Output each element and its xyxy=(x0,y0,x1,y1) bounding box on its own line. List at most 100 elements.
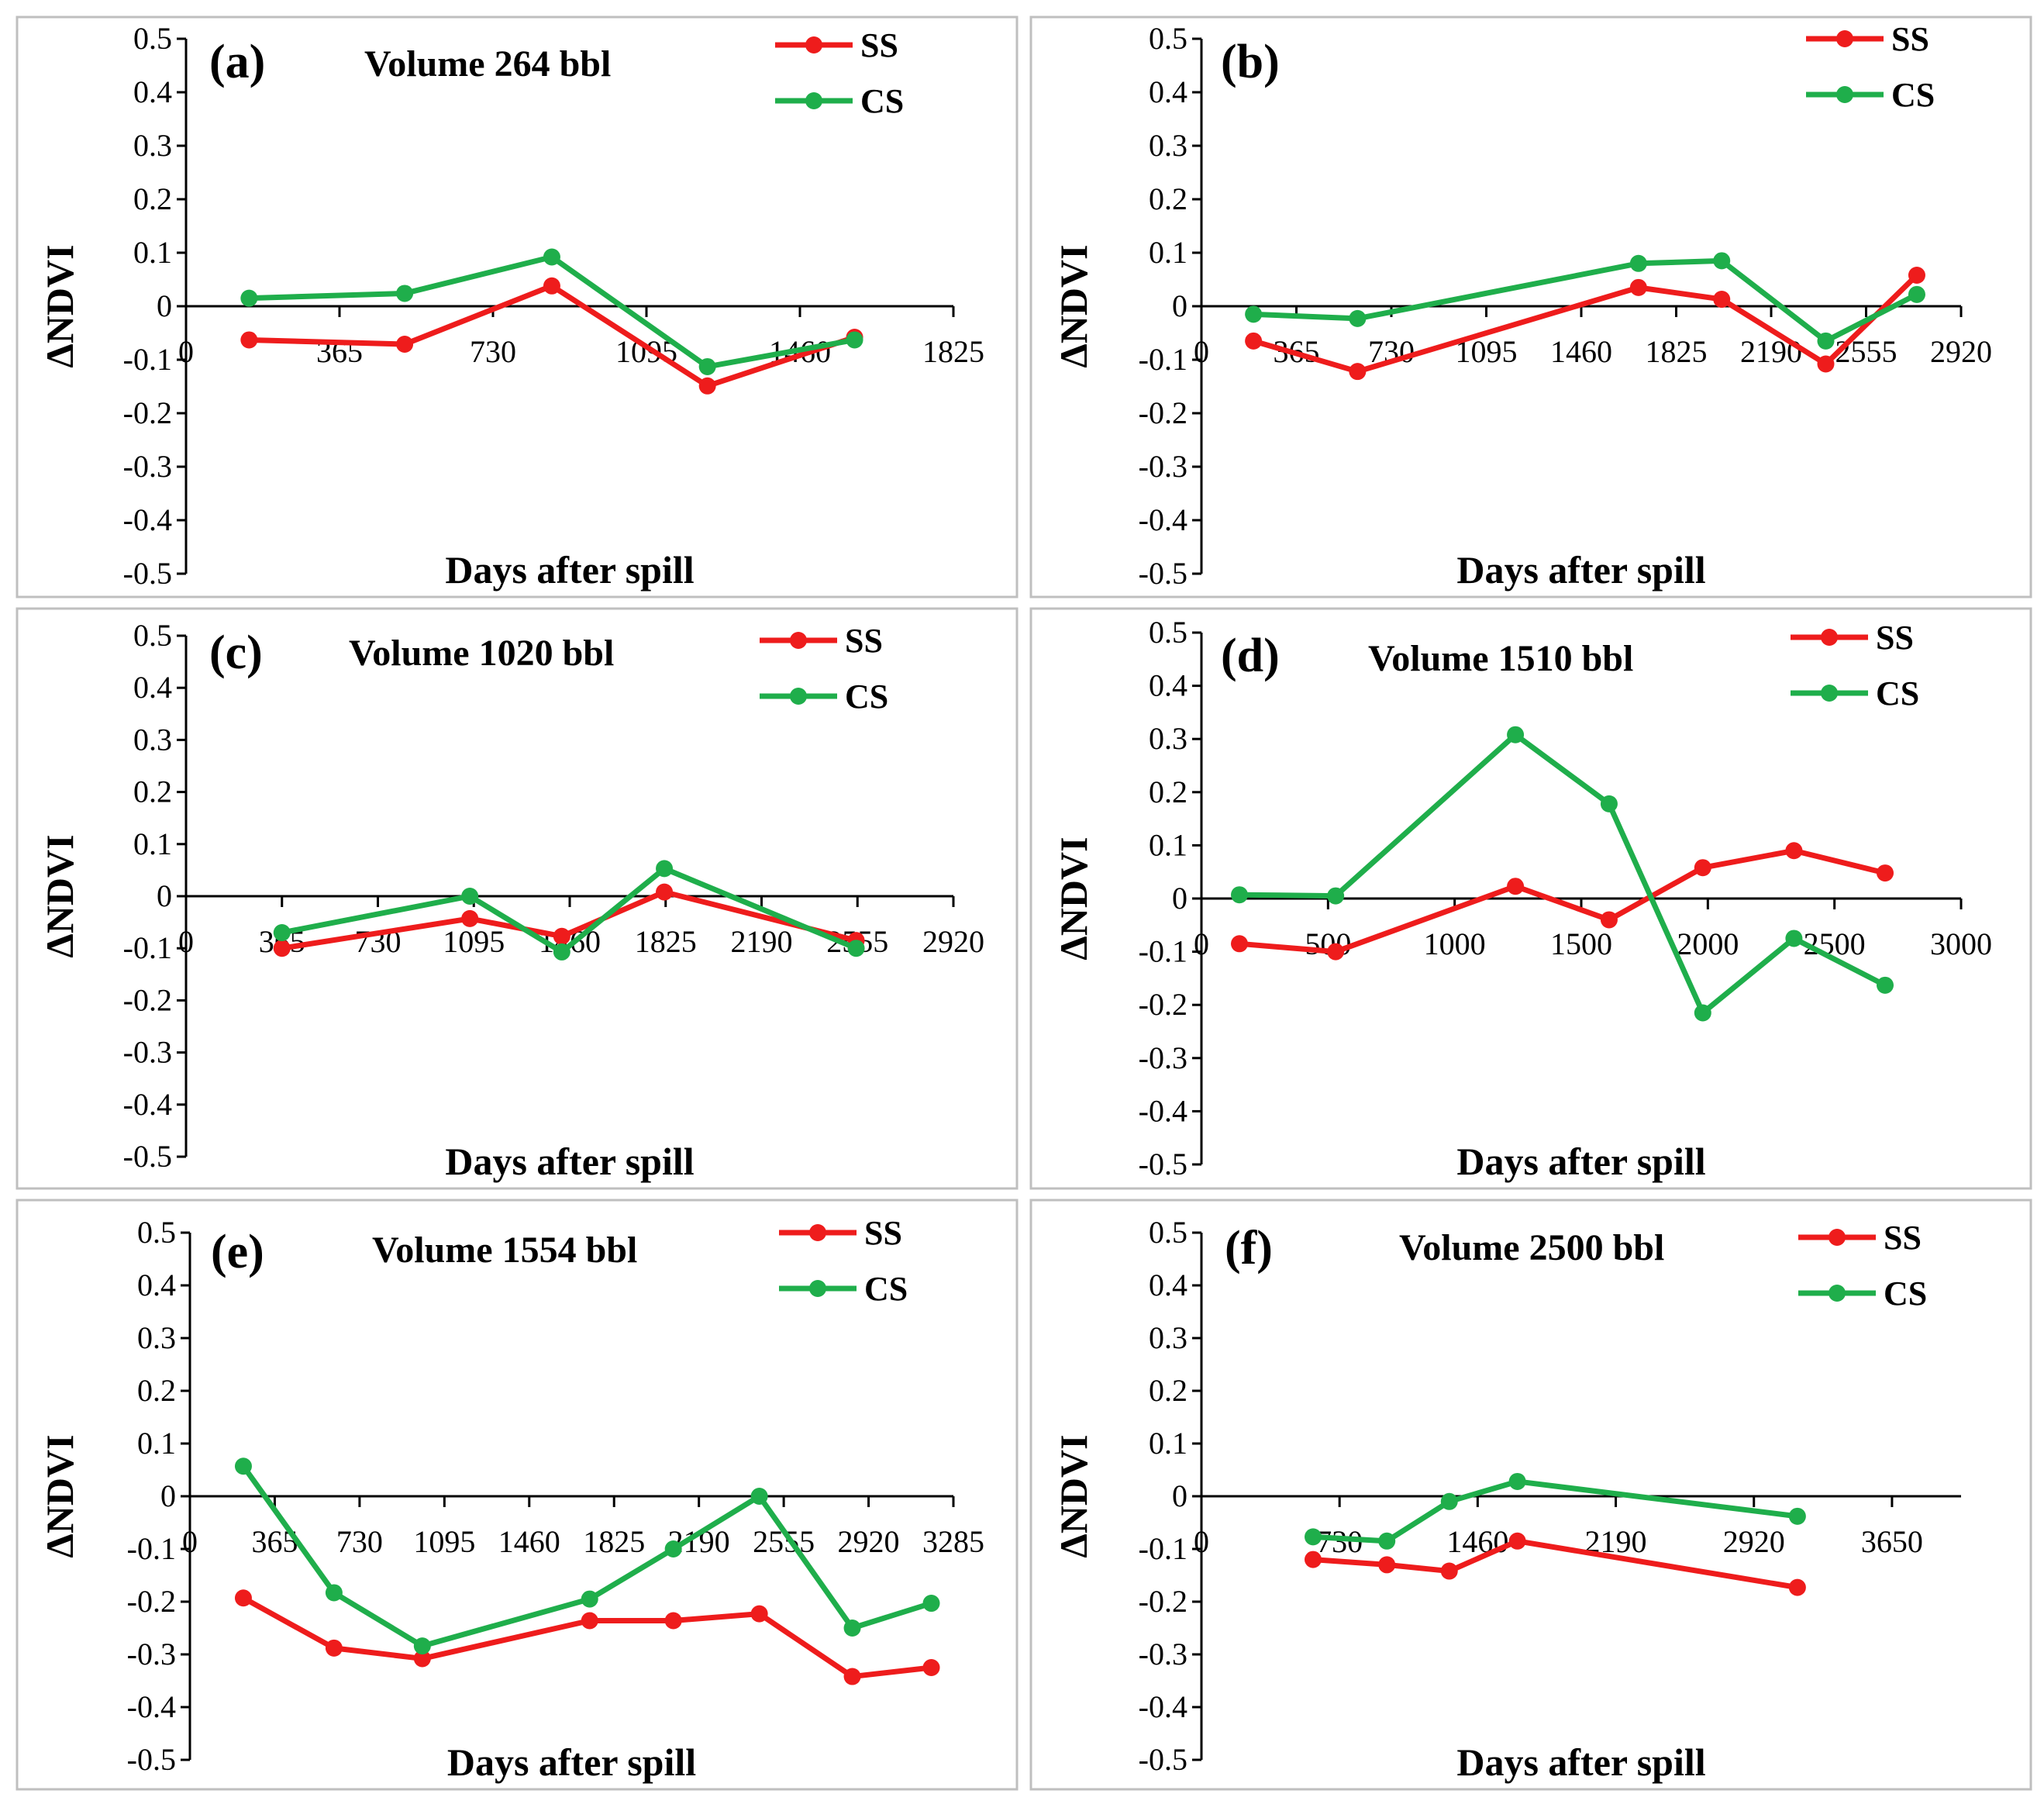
panel-f-y-tick-label: 0.4 xyxy=(1149,1268,1187,1302)
panel-b-series-ss-point xyxy=(1908,266,1925,284)
panel-c-y-tick-label: -0.2 xyxy=(123,982,172,1017)
panel-d-y-tick-label: 0 xyxy=(1172,881,1187,916)
panel-e-series-cs-point xyxy=(234,1457,252,1475)
panel-f-y-tick-label: 0.2 xyxy=(1149,1373,1187,1408)
panel-b-x-tick-label: 0 xyxy=(1194,334,1209,369)
panel-c-y-tick-label: 0.4 xyxy=(133,670,172,705)
panel-f-series-ss-point xyxy=(1305,1551,1322,1568)
panel-c-series-ss-point xyxy=(461,909,479,927)
panel-b-y-tick-label: 0.3 xyxy=(1149,128,1187,163)
panel-c-legend-marker-ss xyxy=(790,632,807,649)
panel-b-y-tick-label: 0 xyxy=(1172,288,1187,323)
panel-a-y-tick-label: -0.4 xyxy=(123,502,172,537)
panel-d-y-tick-label: 0.3 xyxy=(1149,721,1187,756)
panel-e-legend-label-cs: CS xyxy=(864,1270,908,1308)
panel-b-legend-marker-ss xyxy=(1836,30,1853,47)
panel-c-y-tick-label: -0.3 xyxy=(123,1035,172,1070)
panel-e-x-tick-label: 2920 xyxy=(838,1524,900,1559)
panel-e-series-ss-point xyxy=(750,1605,768,1623)
panel-a-series-ss-point xyxy=(396,335,414,353)
panel-c-y-tick-label: 0.3 xyxy=(133,722,172,757)
panel-e-series-cs-point xyxy=(413,1637,431,1655)
panel-b-series-cs-point xyxy=(1629,254,1647,272)
panel-c: -0.5-0.4-0.3-0.2-0.100.10.20.30.40.50365… xyxy=(16,607,1019,1190)
panel-c-x-tick-label: 2190 xyxy=(731,924,793,959)
panel-e-series-cs-point xyxy=(581,1590,598,1608)
panel-c-y-tick-label: 0.5 xyxy=(133,618,172,653)
panel-a-x-tick-label: 0 xyxy=(178,334,194,369)
panel-c-series-ss-point xyxy=(656,883,674,901)
panel-f-y-tick-label: 0.1 xyxy=(1149,1426,1187,1461)
panel-c-legend-marker-cs xyxy=(790,688,807,705)
panel-c-x-tick-label: 2920 xyxy=(922,924,984,959)
panel-c-y-tick-label: -0.4 xyxy=(123,1087,172,1122)
panel-b-y-axis-label: ΔNDVI xyxy=(1052,244,1095,367)
panel-c-x-tick-label: 0 xyxy=(178,924,194,959)
panel-f-y-tick-label: -0.1 xyxy=(1139,1531,1187,1566)
panel-f-title: Volume 2500 bbl xyxy=(1399,1227,1664,1268)
panel-e-frame xyxy=(16,1199,1019,1791)
panel-e-y-tick-label: 0 xyxy=(160,1478,176,1513)
panel-d-x-tick-label: 2000 xyxy=(1677,926,1739,961)
panel-a-legend-label-ss: SS xyxy=(860,26,898,64)
panel-e-series-ss-point xyxy=(325,1639,343,1657)
panel-e-series-ss-line xyxy=(242,1595,932,1680)
panel-b-frame xyxy=(1029,16,2032,598)
panel-f-series-cs-point xyxy=(1440,1492,1458,1510)
panel-d-x-tick-label: 2500 xyxy=(1804,926,1866,961)
panel-e-y-axis-label: ΔNDVI xyxy=(38,1434,81,1557)
panel-c-series-cs-point xyxy=(273,924,291,942)
panel-f-label: (f) xyxy=(1225,1222,1273,1275)
panel-d-y-tick-label: 0.1 xyxy=(1149,827,1187,862)
panel-a: -0.5-0.4-0.3-0.2-0.100.10.20.30.40.50 365… xyxy=(16,16,1019,598)
panel-e-label: (e) xyxy=(211,1226,264,1278)
panel-d-x-tick-label: 0 xyxy=(1194,926,1209,961)
panel-f-frame xyxy=(1029,1199,2032,1791)
panel-e-y-tick-label: -0.2 xyxy=(127,1584,176,1619)
panel-e-x-tick-label: 0 xyxy=(182,1524,198,1559)
panel-f-series-cs-point xyxy=(1508,1472,1526,1490)
panel-b-y-tick-label: 0.5 xyxy=(1149,21,1187,56)
panel-e-y-tick-label: -0.1 xyxy=(127,1531,176,1566)
panel-e-series-cs-point xyxy=(750,1488,768,1505)
panel-b-x-tick-label: 1460 xyxy=(1550,334,1612,369)
panel-e-series-ss-point xyxy=(234,1589,252,1607)
panel-a-y-tick-label: -0.2 xyxy=(123,395,172,430)
panel-d-x-axis-label: Days after spill xyxy=(1456,1140,1705,1183)
panel-b-series-ss-point xyxy=(1629,278,1647,296)
panel-f-series-ss-point xyxy=(1378,1556,1396,1574)
panel-e-series-cs-point xyxy=(664,1540,682,1557)
panel-b-y-tick-label: -0.3 xyxy=(1139,449,1187,484)
panel-f-series-cs-point xyxy=(1788,1507,1806,1525)
panel-d-y-tick-label: -0.5 xyxy=(1139,1147,1187,1181)
panel-c-x-axis-label: Days after spill xyxy=(445,1140,694,1183)
panel-b-y-tick-label: -0.1 xyxy=(1139,342,1187,377)
panel-e-series-ss-point xyxy=(413,1650,431,1668)
panel-c-series-cs-point xyxy=(656,860,674,878)
panel-d-y-axis-label: ΔNDVI xyxy=(1052,837,1095,960)
panel-d-y-tick-label: -0.3 xyxy=(1139,1040,1187,1075)
panel-d: -0.5-0.4-0.3-0.2-0.100.10.20.30.40.50 500… xyxy=(1029,607,2032,1190)
panel-f-y-tick-label: -0.5 xyxy=(1139,1742,1187,1777)
panel-a-y-tick-label: 0.3 xyxy=(133,128,172,163)
panel-f-y-tick-label: -0.4 xyxy=(1139,1689,1187,1724)
panel-f-x-tick-label: 1460 xyxy=(1446,1524,1508,1559)
panel-d-x-tick-label: 3000 xyxy=(1930,926,1992,961)
panel-d-title: Volume 1510 bbl xyxy=(1368,638,1633,679)
panel-a-series-cs-point xyxy=(396,285,414,302)
panel-a-legend-marker-ss xyxy=(805,36,822,53)
panel-d-frame xyxy=(1029,607,2032,1190)
panel-c-y-tick-label: 0.1 xyxy=(133,826,172,861)
panel-a-series-ss-point xyxy=(240,331,258,349)
panel-d-series-cs-point xyxy=(1231,886,1248,904)
panel-b-x-tick-label: 2555 xyxy=(1835,334,1898,369)
panel-b-legend-label-cs: CS xyxy=(1891,76,1935,114)
panel-c-series-ss-point xyxy=(273,940,291,957)
panel-d-series-cs-line xyxy=(1239,732,1887,1016)
panel-d-legend-label-ss: SS xyxy=(1876,619,1914,657)
panel-f-legend-marker-ss xyxy=(1829,1229,1846,1246)
panel-f-legend-marker-cs xyxy=(1829,1285,1846,1302)
panel-b-y-tick-label: -0.5 xyxy=(1139,556,1187,591)
